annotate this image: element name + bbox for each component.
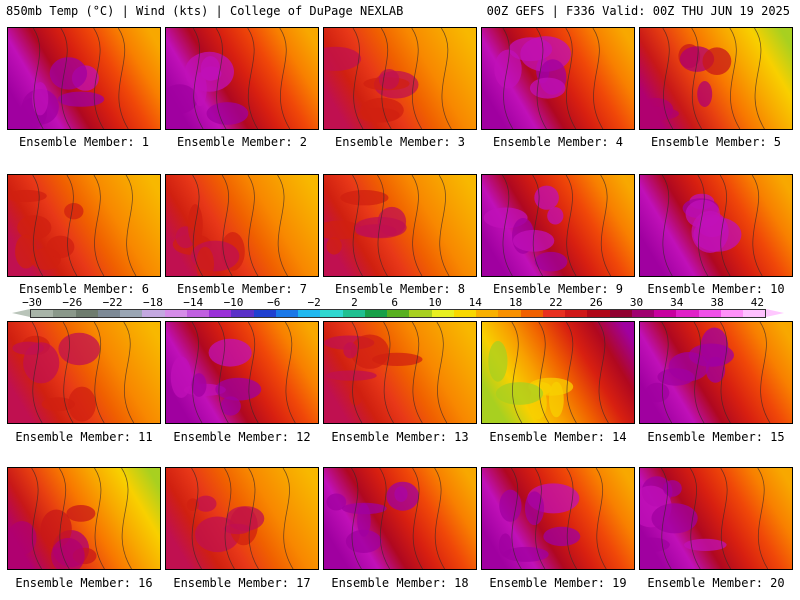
colorbar-swatch xyxy=(320,310,343,317)
member-map-10 xyxy=(639,174,793,277)
colorbar-swatch xyxy=(631,310,654,317)
member-label: Ensemble Member: 13 xyxy=(331,430,469,444)
colorbar-low-arrow xyxy=(12,309,30,317)
member-label: Ensemble Member: 16 xyxy=(15,576,153,590)
colorbar-swatch xyxy=(120,310,143,317)
colorbar-tick-label: −30 xyxy=(22,296,42,309)
member-label: Ensemble Member: 9 xyxy=(492,282,624,296)
colorbar-tick-label: −14 xyxy=(183,296,204,309)
member-label: Ensemble Member: 20 xyxy=(647,576,785,590)
member-map-13 xyxy=(323,321,477,424)
colorbar-swatch xyxy=(253,310,276,317)
colorbar-swatch xyxy=(542,310,565,317)
colorbar-swatch xyxy=(498,310,521,317)
member-map-6 xyxy=(7,174,161,277)
member-map-4 xyxy=(481,27,635,130)
colorbar-swatch xyxy=(431,310,454,317)
member-map-20 xyxy=(639,467,793,570)
colorbar-tick-label: −18 xyxy=(142,296,163,309)
colorbar-tick-label: −6 xyxy=(267,296,281,309)
colorbar-swatch xyxy=(609,310,632,317)
colorbar-swatch xyxy=(53,310,76,317)
colorbar-swatch xyxy=(97,310,120,317)
member-label: Ensemble Member: 5 xyxy=(650,135,782,149)
colorbar-swatch xyxy=(75,310,98,317)
colorbar-swatch xyxy=(231,310,254,317)
member-label: Ensemble Member: 17 xyxy=(173,576,311,590)
member-label: Ensemble Member: 7 xyxy=(176,282,308,296)
member-label: Ensemble Member: 10 xyxy=(647,282,785,296)
member-map-16 xyxy=(7,467,161,570)
colorbar-tick-label: −10 xyxy=(223,296,244,309)
colorbar-swatch xyxy=(209,310,232,317)
temperature-colorbar xyxy=(30,309,766,318)
colorbar-tick-label: 6 xyxy=(391,296,398,309)
member-label: Ensemble Member: 2 xyxy=(176,135,308,149)
member-map-15 xyxy=(639,321,793,424)
member-map-2 xyxy=(165,27,319,130)
colorbar-tick-label: 22 xyxy=(549,296,563,309)
colorbar-swatch xyxy=(565,310,588,317)
colorbar-swatch xyxy=(587,310,610,317)
member-map-11 xyxy=(7,321,161,424)
member-label: Ensemble Member: 19 xyxy=(489,576,627,590)
chart-title: 850mb Temp (°C) | Wind (kts) | College o… xyxy=(6,4,404,18)
colorbar-swatch xyxy=(164,310,187,317)
colorbar-tick-label: 26 xyxy=(589,296,603,309)
member-map-18 xyxy=(323,467,477,570)
member-map-3 xyxy=(323,27,477,130)
colorbar-swatch xyxy=(275,310,298,317)
colorbar-swatch xyxy=(520,310,543,317)
colorbar-swatch xyxy=(720,310,743,317)
colorbar-tick-label: −22 xyxy=(102,296,123,309)
colorbar-tick-label: 38 xyxy=(710,296,724,309)
member-map-19 xyxy=(481,467,635,570)
colorbar-tick-label: −2 xyxy=(307,296,321,309)
member-label: Ensemble Member: 4 xyxy=(492,135,624,149)
colorbar-swatch xyxy=(31,310,54,317)
member-label: Ensemble Member: 14 xyxy=(489,430,627,444)
colorbar-swatch xyxy=(654,310,677,317)
colorbar-tick-label: 30 xyxy=(629,296,644,309)
colorbar-swatch xyxy=(453,310,476,317)
colorbar-swatch xyxy=(698,310,721,317)
colorbar-swatch xyxy=(364,310,387,317)
member-map-7 xyxy=(165,174,319,277)
member-label: Ensemble Member: 11 xyxy=(15,430,153,444)
member-label: Ensemble Member: 6 xyxy=(18,282,150,296)
colorbar-tick-label: 14 xyxy=(468,296,482,309)
colorbar-high-arrow xyxy=(766,309,784,317)
colorbar-tick-label: −26 xyxy=(62,296,83,309)
member-label: Ensemble Member: 1 xyxy=(18,135,150,149)
colorbar-tick-label: 34 xyxy=(670,296,684,309)
colorbar-swatch xyxy=(743,310,766,317)
member-label: Ensemble Member: 18 xyxy=(331,576,469,590)
colorbar-swatch xyxy=(298,310,321,317)
member-map-5 xyxy=(639,27,793,130)
member-map-8 xyxy=(323,174,477,277)
colorbar-tick-label: 10 xyxy=(428,296,442,309)
colorbar-swatch xyxy=(387,310,410,317)
member-label: Ensemble Member: 3 xyxy=(334,135,466,149)
member-label: Ensemble Member: 15 xyxy=(647,430,785,444)
member-map-17 xyxy=(165,467,319,570)
member-label: Ensemble Member: 12 xyxy=(173,430,311,444)
colorbar-tick-label: 42 xyxy=(750,296,765,309)
colorbar-swatch xyxy=(186,310,209,317)
colorbar-tick-label: 2 xyxy=(351,296,358,309)
run-valid-time: 00Z GEFS | F336 Valid: 00Z THU JUN 19 20… xyxy=(486,4,790,18)
member-label: Ensemble Member: 8 xyxy=(334,282,466,296)
colorbar-swatch xyxy=(409,310,432,317)
colorbar-swatch xyxy=(476,310,499,317)
member-map-14 xyxy=(481,321,635,424)
colorbar-swatch xyxy=(676,310,699,317)
member-map-1 xyxy=(7,27,161,130)
colorbar-swatch xyxy=(142,310,165,317)
colorbar-tick-label: 18 xyxy=(508,296,523,309)
member-map-12 xyxy=(165,321,319,424)
colorbar-swatch xyxy=(342,310,365,317)
member-map-9 xyxy=(481,174,635,277)
